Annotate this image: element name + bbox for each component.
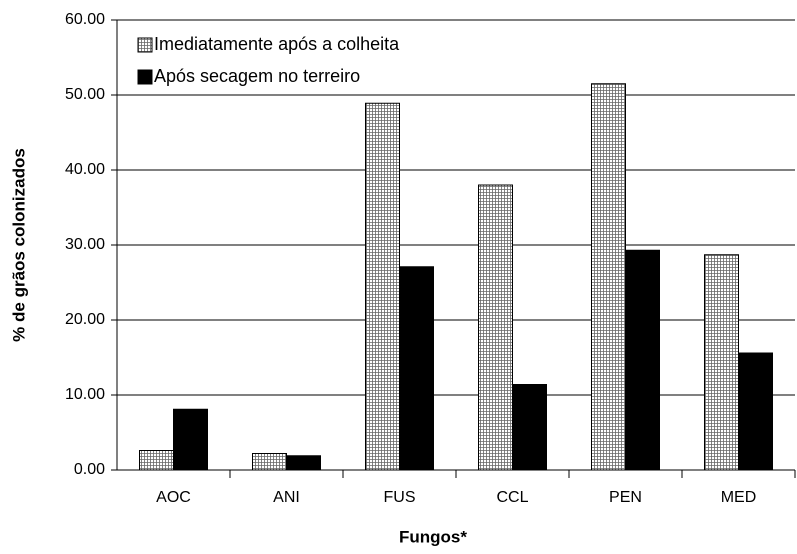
legend-swatch <box>137 37 153 53</box>
x-tick-label: AOC <box>156 489 191 506</box>
bar <box>252 453 287 471</box>
legend-text: Após secagem no terreiro <box>154 66 360 86</box>
y-tick-label: 0.00 <box>74 461 105 478</box>
legend-text: Imediatamente após a colheita <box>154 34 400 54</box>
legend-swatch <box>137 69 153 85</box>
y-tick-label: 60.00 <box>65 11 105 28</box>
y-tick-label: 10.00 <box>65 386 105 403</box>
y-tick-label: 30.00 <box>65 236 105 253</box>
bar <box>512 384 547 471</box>
y-axis-title: % de grãos colonizados <box>9 148 28 342</box>
y-tick-label: 40.00 <box>65 161 105 178</box>
x-tick-label: CCL <box>496 489 528 506</box>
bar <box>625 249 660 471</box>
bar <box>478 184 513 471</box>
y-tick-label: 20.00 <box>65 311 105 328</box>
bar <box>365 102 400 471</box>
x-tick-label: MED <box>721 489 757 506</box>
x-tick-label: FUS <box>384 489 416 506</box>
x-axis-title: Fungos* <box>399 527 467 546</box>
bar <box>591 83 626 471</box>
bar <box>738 352 773 471</box>
y-tick-label: 50.00 <box>65 86 105 103</box>
bar <box>139 450 174 471</box>
x-tick-label: ANI <box>273 489 300 506</box>
x-tick-label: PEN <box>609 489 642 506</box>
bar <box>704 254 739 471</box>
bar <box>399 266 434 471</box>
bar <box>173 408 208 471</box>
bar <box>286 455 321 471</box>
